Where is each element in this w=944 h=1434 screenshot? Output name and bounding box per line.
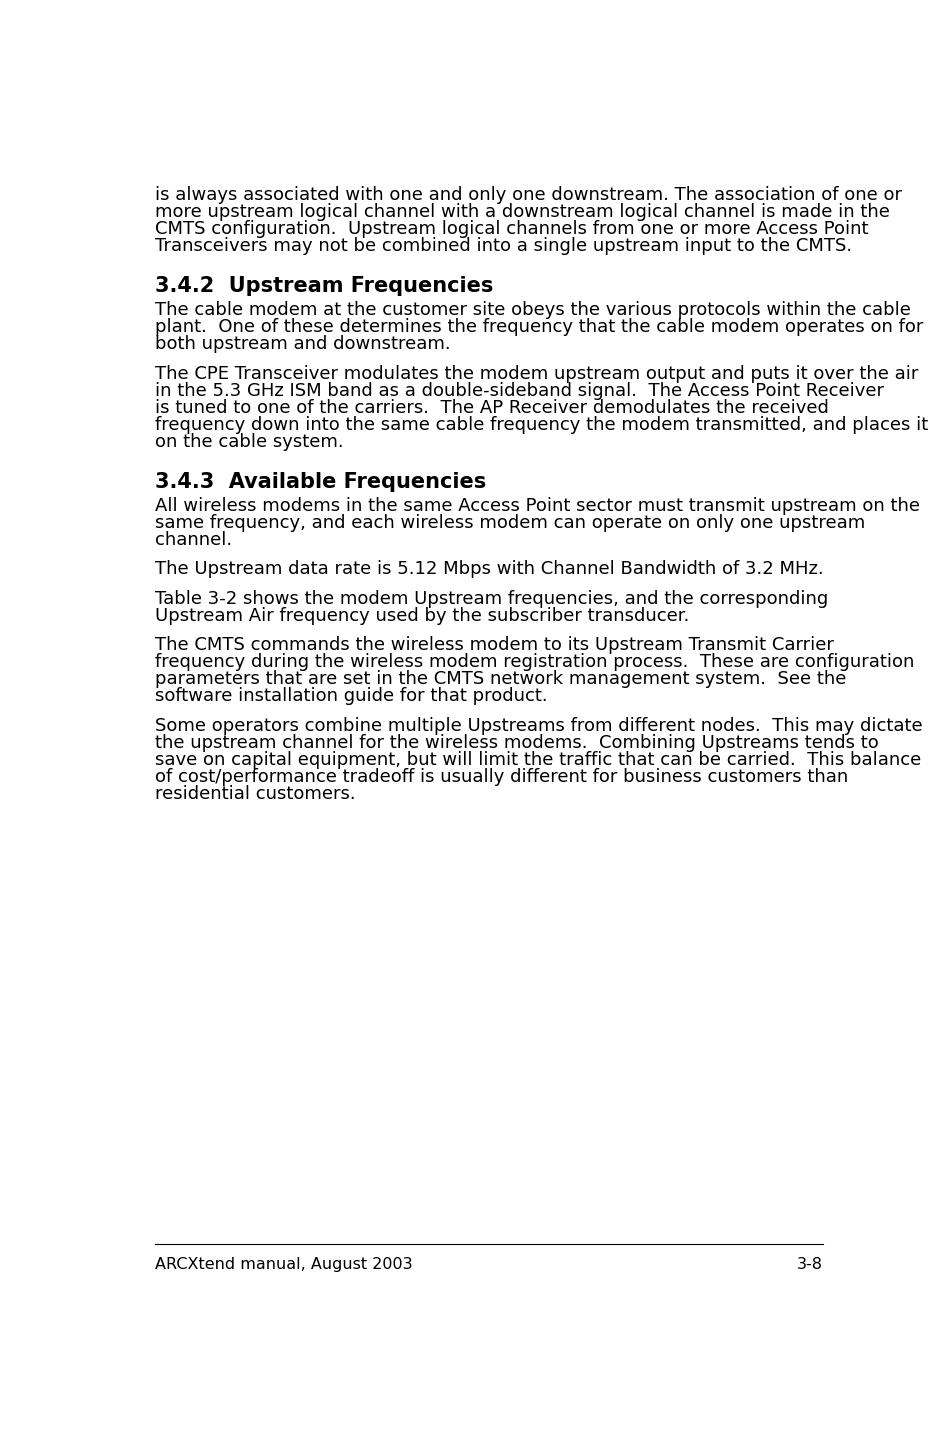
Text: 3.4.3  Available Frequencies: 3.4.3 Available Frequencies [155,472,486,492]
Text: channel.: channel. [155,531,232,549]
Text: Some operators combine multiple Upstreams from different nodes.  This may dictat: Some operators combine multiple Upstream… [155,717,923,734]
Text: ARCXtend manual, August 2003: ARCXtend manual, August 2003 [155,1258,413,1272]
Text: parameters that are set in the CMTS network management system.  See the: parameters that are set in the CMTS netw… [155,670,847,688]
Text: Table 3-2 shows the modem Upstream frequencies, and the corresponding: Table 3-2 shows the modem Upstream frequ… [155,589,829,608]
Text: is tuned to one of the carriers.  The AP Receiver demodulates the received: is tuned to one of the carriers. The AP … [155,399,829,417]
Text: save on capital equipment, but will limit the traffic that can be carried.  This: save on capital equipment, but will limi… [155,751,921,769]
Text: 3.4.2  Upstream Frequencies: 3.4.2 Upstream Frequencies [155,275,494,295]
Text: Upstream Air frequency used by the subscriber transducer.: Upstream Air frequency used by the subsc… [155,607,689,625]
Text: of cost/performance tradeoff is usually different for business customers than: of cost/performance tradeoff is usually … [155,769,849,786]
Text: The CMTS commands the wireless modem to its Upstream Transmit Carrier: The CMTS commands the wireless modem to … [155,637,834,654]
Text: both upstream and downstream.: both upstream and downstream. [155,336,451,353]
Text: frequency down into the same cable frequency the modem transmitted, and places i: frequency down into the same cable frequ… [155,416,929,433]
Text: on the cable system.: on the cable system. [155,433,344,450]
Text: the upstream channel for the wireless modems.  Combining Upstreams tends to: the upstream channel for the wireless mo… [155,734,879,751]
Text: frequency during the wireless modem registration process.  These are configurati: frequency during the wireless modem regi… [155,652,915,671]
Text: 3-8: 3-8 [798,1258,823,1272]
Text: plant.  One of these determines the frequency that the cable modem operates on f: plant. One of these determines the frequ… [155,318,923,336]
Text: CMTS configuration.  Upstream logical channels from one or more Access Point: CMTS configuration. Upstream logical cha… [155,221,868,238]
Text: Transceivers may not be combined into a single upstream input to the CMTS.: Transceivers may not be combined into a … [155,237,852,255]
Text: more upstream logical channel with a downstream logical channel is made in the: more upstream logical channel with a dow… [155,204,890,221]
Text: All wireless modems in the same Access Point sector must transmit upstream on th: All wireless modems in the same Access P… [155,496,920,515]
Text: same frequency, and each wireless modem can operate on only one upstream: same frequency, and each wireless modem … [155,513,866,532]
Text: residential customers.: residential customers. [155,786,356,803]
Text: in the 5.3 GHz ISM band as a double-sideband signal.  The Access Point Receiver: in the 5.3 GHz ISM band as a double-side… [155,381,885,400]
Text: The cable modem at the customer site obeys the various protocols within the cabl: The cable modem at the customer site obe… [155,301,911,318]
Text: is always associated with one and only one downstream. The association of one or: is always associated with one and only o… [155,186,902,204]
Text: The Upstream data rate is 5.12 Mbps with Channel Bandwidth of 3.2 MHz.: The Upstream data rate is 5.12 Mbps with… [155,561,824,578]
Text: The CPE Transceiver modulates the modem upstream output and puts it over the air: The CPE Transceiver modulates the modem … [155,364,919,383]
Text: software installation guide for that product.: software installation guide for that pro… [155,687,548,706]
